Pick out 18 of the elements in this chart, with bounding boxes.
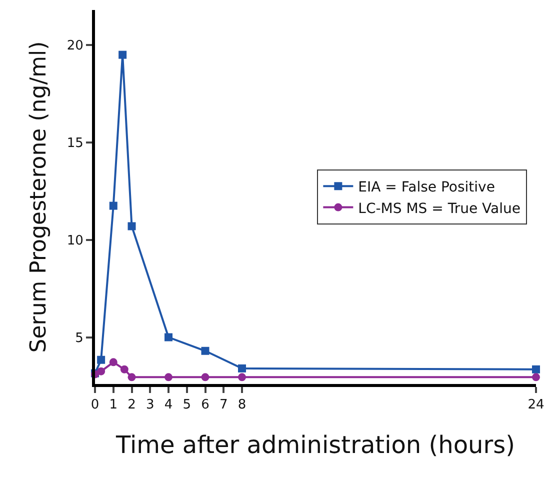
x-tick-label: 7: [219, 398, 228, 413]
x-tick-label: 1: [109, 398, 118, 413]
x-tick-label: 2: [128, 398, 136, 413]
x-tick-label: 5: [182, 398, 192, 413]
y-tick-label: 5: [75, 330, 84, 346]
x-axis-title: Time after administration (hours): [115, 430, 515, 459]
legend-label: LC-MS MS = True Value: [358, 200, 520, 217]
y-tick-label: 20: [66, 38, 84, 54]
x-tick-label: 24: [528, 398, 544, 413]
y-axis-title: Serum Progesterone (ng/ml): [26, 41, 52, 353]
y-tick-label: 15: [66, 136, 84, 152]
x-tick-label: 4: [164, 398, 173, 413]
x-tick-label: 6: [201, 398, 210, 413]
y-tick-label: 10: [66, 233, 84, 248]
x-tick-label: 3: [146, 398, 154, 413]
x-tick-label: 0: [90, 398, 100, 413]
legend-label: EIA = False Positive: [358, 180, 495, 196]
x-tick-label: 8: [238, 398, 246, 413]
